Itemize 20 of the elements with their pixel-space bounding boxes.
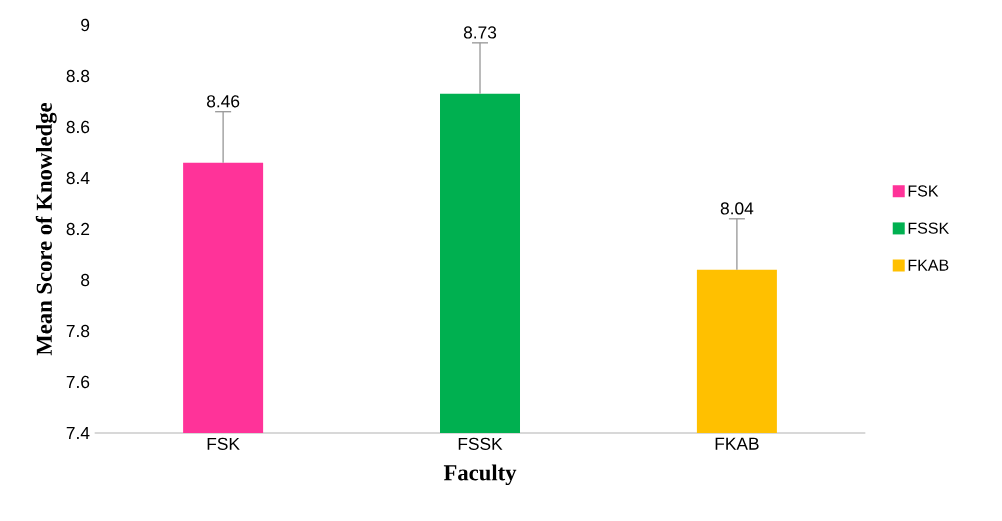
y-tick-label: 8 [81, 273, 90, 287]
data-label: 8.73 [463, 26, 497, 39]
legend-label: FSK [908, 185, 939, 197]
y-tick-label: 7.6 [66, 375, 90, 389]
x-tick-label: FKAB [715, 437, 759, 450]
x-axis-title: Faculty [443, 464, 517, 486]
y-tick-label: 9 [81, 18, 90, 32]
x-tick-label: FSK [207, 437, 240, 450]
y-axis-title: Mean Score of Knowledge [35, 102, 57, 356]
y-tick-label: 8.8 [66, 69, 90, 83]
data-label: 8.46 [207, 95, 240, 108]
legend-label: FKAB [908, 259, 949, 271]
legend-label: FSSK [908, 222, 950, 234]
y-tick-label: 7.4 [66, 427, 90, 439]
x-tick-label: FSSK [458, 437, 503, 450]
data-label: 8.04 [720, 202, 754, 215]
y-tick-label: 8.6 [66, 120, 90, 134]
y-tick-label: 7.8 [66, 324, 90, 338]
y-tick-label: 8.2 [66, 222, 90, 236]
y-tick-label: 8.4 [66, 171, 90, 185]
